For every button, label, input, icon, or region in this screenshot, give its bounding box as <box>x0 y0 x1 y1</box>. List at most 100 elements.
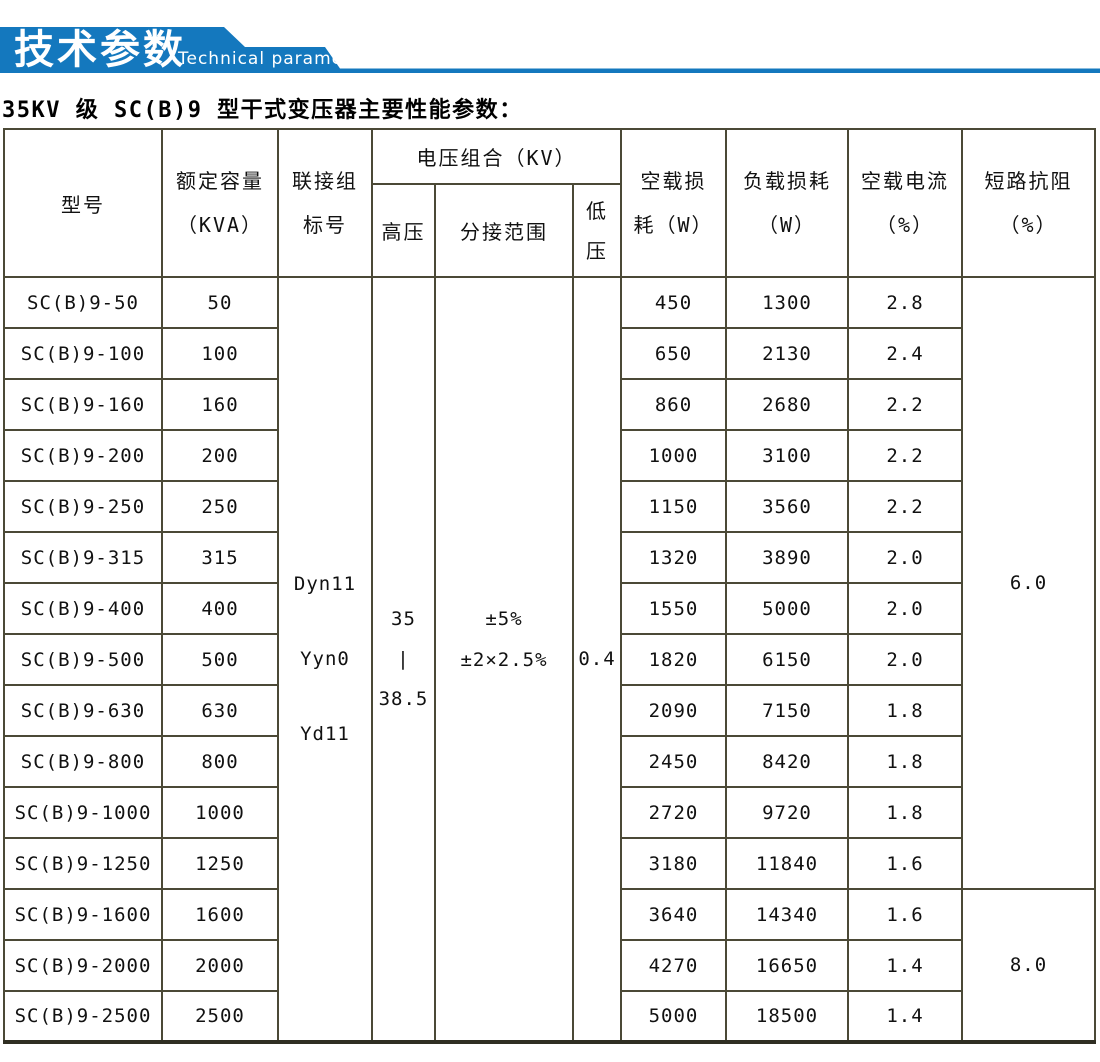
no-load-loss-cell: 1550 <box>620 582 727 635</box>
col-header-high-voltage-label: 高压 <box>381 220 426 244</box>
col-header-voltage-combination: 电压组合（KV） <box>371 128 622 185</box>
model-cell: SC(B)9-800 <box>3 735 163 788</box>
capacity-cell: 630 <box>161 684 279 737</box>
col-header-capacity-line2: （KVA） <box>176 213 264 237</box>
model-cell: SC(B)9-100 <box>3 327 163 380</box>
load-loss-cell: 3890 <box>725 531 849 584</box>
col-header-capacity: 额定容量 （KVA） <box>161 128 279 278</box>
model-cell: SC(B)9-2500 <box>3 990 163 1043</box>
no-load-current-cell: 1.8 <box>847 684 963 737</box>
no-load-loss-cell: 3640 <box>620 888 727 941</box>
load-loss-cell: 7150 <box>725 684 849 737</box>
no-load-loss-cell: 1820 <box>620 633 727 686</box>
header-row-1: 型号 额定容量 （KVA） 联接组 标号 电压组合（KV） 空载损 耗（W） <box>3 128 1096 278</box>
no-load-current-cell: 2.8 <box>847 276 963 329</box>
load-loss-cell: 3100 <box>725 429 849 482</box>
high-voltage-cell-line: | <box>397 648 410 670</box>
col-header-no-load-current-line1: 空载电流 <box>861 169 949 193</box>
model-cell: SC(B)9-1250 <box>3 837 163 890</box>
table-row: SC(B)9-315 315 1320 3890 2.0 <box>3 531 1095 584</box>
col-header-load-loss: 负载损耗 （W） <box>725 128 849 278</box>
load-loss-cell: 3560 <box>725 480 849 533</box>
capacity-cell: 315 <box>161 531 279 584</box>
col-header-no-load-loss: 空载损 耗（W） <box>620 128 727 278</box>
no-load-current-cell: 1.8 <box>847 786 963 839</box>
tap-range-cell: ±5% ±2×2.5% <box>434 276 574 1043</box>
low-voltage-cell: 0.4 <box>572 276 622 1043</box>
table-row: SC(B)9-1250 1250 3180 11840 1.6 <box>3 837 1095 890</box>
col-header-model-label: 型号 <box>61 192 105 217</box>
capacity-cell: 100 <box>161 327 279 380</box>
no-load-loss-cell: 1000 <box>620 429 727 482</box>
col-header-no-load-current: 空载电流 （%） <box>847 128 963 278</box>
col-header-load-loss-line2: （W） <box>757 213 817 237</box>
no-load-loss-cell: 650 <box>620 327 727 380</box>
capacity-cell: 1000 <box>161 786 279 839</box>
no-load-loss-cell: 1150 <box>620 480 727 533</box>
capacity-cell: 400 <box>161 582 279 635</box>
no-load-current-cell: 1.8 <box>847 735 963 788</box>
col-header-capacity-line1: 额定容量 <box>176 169 264 193</box>
load-loss-cell: 9720 <box>725 786 849 839</box>
no-load-current-cell: 2.0 <box>847 582 963 635</box>
capacity-cell: 250 <box>161 480 279 533</box>
col-header-connection-group: 联接组 标号 <box>277 128 373 278</box>
capacity-cell: 500 <box>161 633 279 686</box>
high-voltage-cell: 35 | 38.5 <box>371 276 436 1043</box>
no-load-loss-cell: 4270 <box>620 939 727 992</box>
model-cell: SC(B)9-1000 <box>3 786 163 839</box>
model-cell: SC(B)9-315 <box>3 531 163 584</box>
tap-range-cell-content: ±5% ±2×2.5% <box>437 599 571 681</box>
table-row: SC(B)9-250 250 1150 3560 2.2 <box>3 480 1095 533</box>
no-load-loss-cell: 450 <box>620 276 727 329</box>
model-cell: SC(B)9-400 <box>3 582 163 635</box>
no-load-loss-cell: 2450 <box>620 735 727 788</box>
no-load-loss-cell: 1320 <box>620 531 727 584</box>
model-cell: SC(B)9-630 <box>3 684 163 737</box>
tap-range-cell-line: ±2×2.5% <box>460 649 548 671</box>
short-circuit-impedance-cell: 6.0 <box>961 276 1096 890</box>
table-row: SC(B)9-400 400 1550 5000 2.0 <box>3 582 1095 635</box>
banner-shape <box>0 27 1100 73</box>
connection-group-cell-line: Yd11 <box>300 722 350 745</box>
col-header-no-load-current-line2: （%） <box>875 213 935 237</box>
no-load-current-cell: 2.0 <box>847 531 963 584</box>
model-cell: SC(B)9-250 <box>3 480 163 533</box>
table-row: SC(B)9-200 200 1000 3100 2.2 <box>3 429 1095 482</box>
table-row: SC(B)9-800 800 2450 8420 1.8 <box>3 735 1095 788</box>
load-loss-cell: 14340 <box>725 888 849 941</box>
no-load-current-cell: 2.2 <box>847 378 963 431</box>
table-row: SC(B)9-160 160 860 2680 2.2 <box>3 378 1095 431</box>
no-load-loss-cell: 3180 <box>620 837 727 890</box>
short-circuit-impedance-cell: 8.0 <box>961 888 1096 1043</box>
model-cell: SC(B)9-500 <box>3 633 163 686</box>
high-voltage-cell-content: 35 | 38.5 <box>374 599 433 719</box>
capacity-cell: 2500 <box>161 990 279 1043</box>
table-body: SC(B)9-50 50 Dyn11 Yyn0 Yd11 35 | 38.5 ±5% ±2×2.5… <box>3 276 1096 1043</box>
capacity-cell: 50 <box>161 276 279 329</box>
model-cell: SC(B)9-2000 <box>3 939 163 992</box>
no-load-loss-cell: 2090 <box>620 684 727 737</box>
no-load-loss-cell: 2720 <box>620 786 727 839</box>
model-cell: SC(B)9-50 <box>3 276 163 329</box>
col-header-load-loss-line1: 负载损耗 <box>743 169 831 193</box>
col-header-low-voltage-line1: 低 <box>586 198 608 223</box>
load-loss-cell: 2680 <box>725 378 849 431</box>
col-header-low-voltage: 低 压 <box>572 183 622 278</box>
col-header-low-voltage-line2: 压 <box>586 238 608 263</box>
load-loss-cell: 11840 <box>725 837 849 890</box>
table-row: SC(B)9-630 630 2090 7150 1.8 <box>3 684 1095 737</box>
model-cell: SC(B)9-1600 <box>3 888 163 941</box>
connection-group-cell-line: Dyn11 <box>293 572 357 595</box>
table-header: 型号 额定容量 （KVA） 联接组 标号 电压组合（KV） 空载损 耗（W） <box>3 128 1096 278</box>
page-title: 35KV 级 SC(B)9 型干式变压器主要性能参数： <box>2 98 523 123</box>
parameter-table: 型号 额定容量 （KVA） 联接组 标号 电压组合（KV） 空载损 耗（W） <box>3 128 1096 1044</box>
high-voltage-cell-line: 35 <box>391 608 416 630</box>
table-row: SC(B)9-50 50 Dyn11 Yyn0 Yd11 35 | 38.5 ±5% ±2×2.5… <box>3 276 1096 1043</box>
no-load-current-cell: 1.6 <box>847 888 963 941</box>
banner-title-en: Technical parameter <box>178 49 371 69</box>
no-load-current-cell: 2.0 <box>847 633 963 686</box>
header-row-2: 高压 分接范围 低 压 <box>4 183 1095 278</box>
model-cell: SC(B)9-200 <box>3 429 163 482</box>
